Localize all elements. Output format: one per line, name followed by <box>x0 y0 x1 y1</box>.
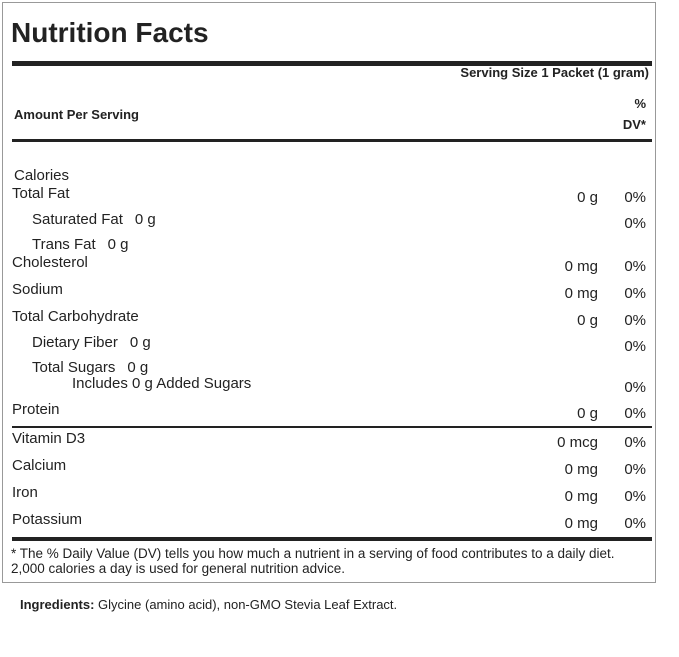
daily-value: 0% <box>624 258 646 275</box>
dv-header: DV* <box>622 117 646 132</box>
daily-value: 0% <box>624 215 646 232</box>
nutrient-name: Dietary Fiber <box>32 334 118 351</box>
nutrient-name: Calories <box>14 167 70 184</box>
nutrient-name: Includes 0 g Added Sugars <box>72 375 252 392</box>
nutrient-amount: 0 mg <box>564 515 598 532</box>
daily-value: 0% <box>624 379 646 396</box>
nutrient-name: Total Sugars <box>32 359 116 376</box>
nutrient-name: Iron <box>12 484 38 501</box>
nutrient-name: Vitamin D3 <box>12 430 86 447</box>
nutrient-name: Calcium <box>12 457 67 474</box>
daily-value: 0% <box>624 405 646 422</box>
nutrient-name: Cholesterol <box>12 254 88 271</box>
nutrient-name: Saturated Fat <box>32 211 123 228</box>
ingredients-text: Glycine (amino acid), non-GMO Stevia Lea… <box>98 597 398 612</box>
daily-value: 0% <box>624 434 646 451</box>
rule <box>12 426 652 428</box>
thick-rule <box>12 61 652 66</box>
ingredients-label: Ingredients: <box>20 597 95 612</box>
nutrition-label: Nutrition Facts Serving Size 1 Packet (1… <box>2 2 656 583</box>
thick-rule <box>12 537 652 541</box>
nutrient-amount: 0 g <box>577 405 598 422</box>
title: Nutrition Facts <box>11 17 209 48</box>
nutrient-name: Trans Fat <box>32 236 96 253</box>
daily-value: 0% <box>624 312 646 329</box>
amount-per-serving: Amount Per Serving <box>14 107 139 122</box>
nutrient-name: Total Carbohydrate <box>12 308 139 325</box>
daily-value: 0% <box>624 488 646 505</box>
nutrient-amount: 0 g <box>107 236 129 253</box>
ingredients: Ingredients: Glycine (amino acid), non-G… <box>20 597 397 612</box>
nutrient-amount: 0 g <box>577 189 598 206</box>
daily-value: 0% <box>624 338 646 355</box>
nutrient-amount: 0 g <box>129 334 151 351</box>
nutrient-amount: 0 mg <box>564 488 598 505</box>
dv-header: % <box>634 96 646 111</box>
nutrient-amount: 0 mg <box>564 461 598 478</box>
footnote: * The % Daily Value (DV) tells you how m… <box>11 546 615 576</box>
thick-rule <box>12 139 652 142</box>
daily-value: 0% <box>624 189 646 206</box>
nutrient-name: Protein <box>12 401 60 418</box>
serving-size: Serving Size 1 Packet (1 gram) <box>460 65 649 80</box>
daily-value: 0% <box>624 515 646 532</box>
nutrient-amount: 0 g <box>577 312 598 329</box>
nutrient-name: Sodium <box>12 281 63 298</box>
nutrient-amount: 0 mcg <box>557 434 598 451</box>
nutrient-amount: 0 g <box>134 211 156 228</box>
nutrient-amount: 0 mg <box>564 285 598 302</box>
nutrient-amount: 0 g <box>127 359 149 376</box>
nutrient-name: Potassium <box>12 511 83 528</box>
daily-value: 0% <box>624 461 646 478</box>
nutrient-name: Total Fat <box>12 185 70 202</box>
daily-value: 0% <box>624 285 646 302</box>
nutrient-amount: 0 mg <box>564 258 598 275</box>
